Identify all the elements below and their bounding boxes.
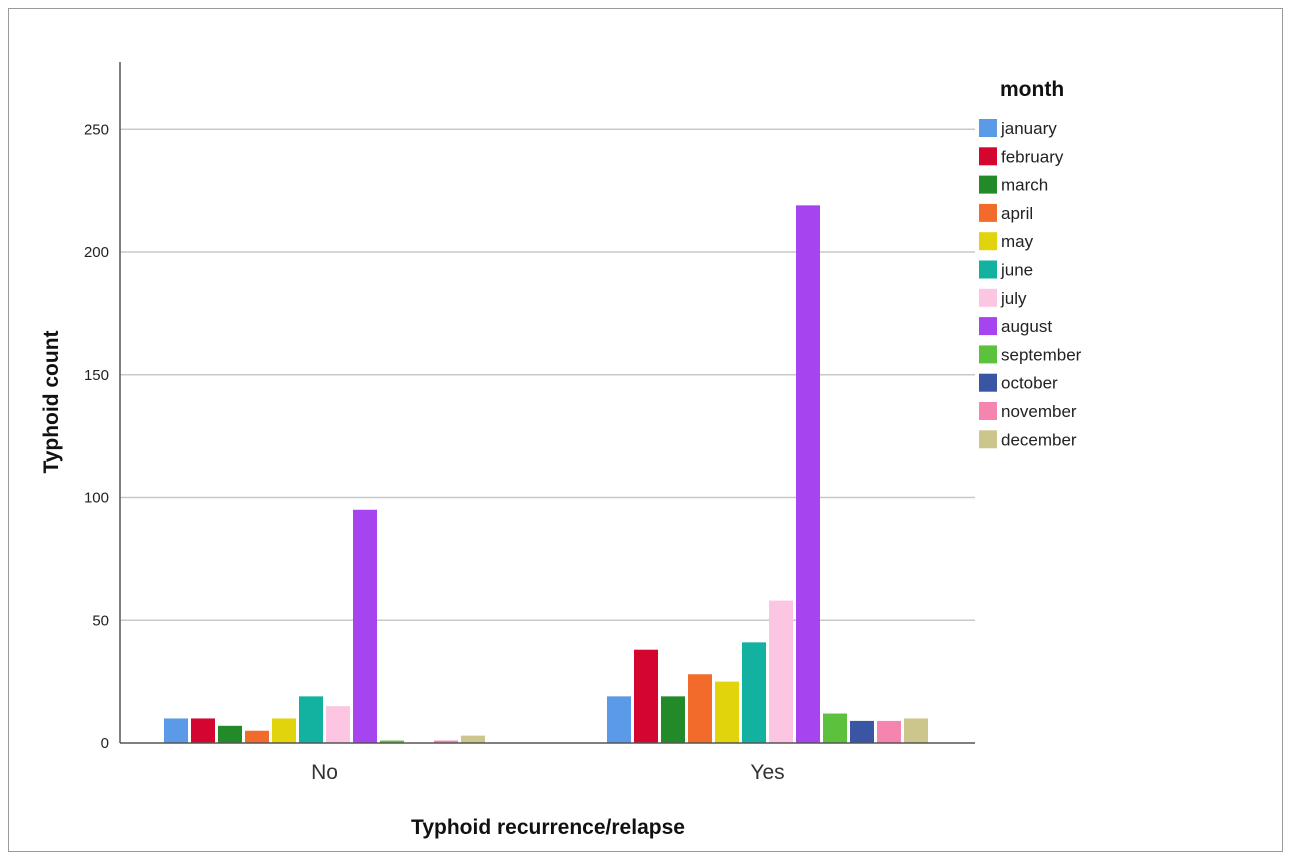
bar-may-yes <box>715 681 739 743</box>
legend-label-november: november <box>1001 402 1077 421</box>
y-tick-label: 200 <box>84 244 109 261</box>
y-tick-label: 0 <box>101 735 109 752</box>
bar-april-yes <box>688 674 712 743</box>
legend: month january february march april may june ju… <box>979 78 1082 449</box>
bar-august-no <box>353 509 377 743</box>
legend-label-may: may <box>1001 232 1034 251</box>
legend-swatch-december <box>979 430 997 449</box>
x-tick-label: No <box>311 761 338 784</box>
legend-label-february: february <box>1001 147 1064 166</box>
legend-label-march: march <box>1001 176 1048 195</box>
x-axis-title: Typhoid recurrence/relapse <box>411 816 685 839</box>
legend-swatch-february <box>979 147 997 166</box>
bar-july-yes <box>769 600 793 743</box>
bar-september-no <box>380 740 404 743</box>
y-tick-label: 50 <box>92 612 109 629</box>
legend-swatch-may <box>979 232 997 251</box>
legend-swatch-november <box>979 402 997 420</box>
x-tick-label: Yes <box>750 761 784 784</box>
bar-february-yes <box>634 649 658 743</box>
legend-label-august: august <box>1001 317 1052 336</box>
bar-july-no <box>326 706 350 743</box>
y-tick-label: 100 <box>84 490 109 507</box>
bar-august-yes <box>796 205 820 744</box>
bars <box>164 205 928 744</box>
bar-january-yes <box>607 696 631 743</box>
y-tick-label: 250 <box>84 121 109 138</box>
bar-november-yes <box>877 720 901 743</box>
legend-label-september: september <box>1001 345 1082 364</box>
y-tick-labels: 0 50 100 150 200 250 <box>84 121 109 752</box>
legend-label-october: october <box>1001 374 1058 393</box>
legend-swatch-march <box>979 175 997 194</box>
bar-december-yes <box>904 718 928 743</box>
bar-may-no <box>272 718 296 743</box>
legend-title: month <box>1000 78 1064 101</box>
legend-label-june: june <box>1000 261 1033 280</box>
legend-swatch-october <box>979 373 997 392</box>
legend-swatch-june <box>979 260 997 279</box>
bar-november-no <box>434 740 458 743</box>
bar-april-no <box>245 730 269 743</box>
legend-swatch-january <box>979 119 997 137</box>
legend-swatch-september <box>979 345 997 364</box>
bar-march-yes <box>661 696 685 743</box>
bar-january-no <box>164 718 188 743</box>
bar-march-no <box>218 725 242 743</box>
legend-swatch-april <box>979 203 997 222</box>
bar-december-no <box>461 735 485 743</box>
grid-lines <box>120 128 975 622</box>
bar-june-yes <box>742 642 766 743</box>
bar-february-no <box>191 718 215 743</box>
y-axis-title: Typhoid count <box>40 330 63 473</box>
legend-label-july: july <box>1000 289 1027 308</box>
bar-october-yes <box>850 720 874 743</box>
legend-swatch-july <box>979 288 997 307</box>
y-tick-label: 150 <box>84 367 109 384</box>
legend-label-december: december <box>1001 430 1077 449</box>
legend-swatch-august <box>979 317 997 336</box>
legend-label-january: january <box>1000 119 1057 138</box>
bar-september-yes <box>823 713 847 743</box>
x-tick-labels: No Yes <box>311 761 785 784</box>
bar-june-no <box>299 696 323 743</box>
legend-label-april: april <box>1001 204 1033 223</box>
